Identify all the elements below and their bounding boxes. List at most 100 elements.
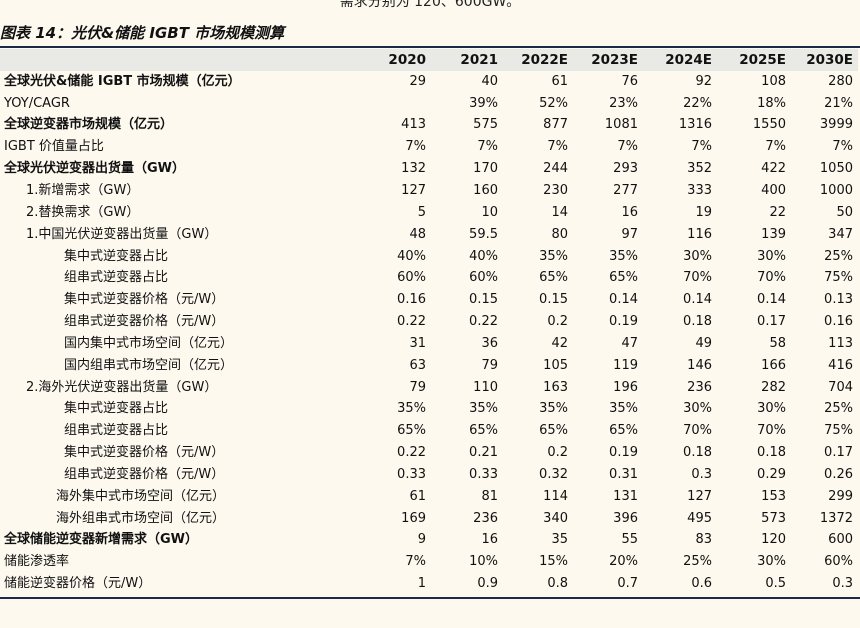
value-cell: 75%: [824, 270, 853, 286]
row-label: 全球光伏&储能 IGBT 市场规模（亿元）: [4, 73, 241, 89]
value-cell: 196: [613, 379, 638, 395]
table-row: 全球储能逆变器新增需求（GW） 9 16 35 55 83 120 600: [0, 530, 858, 552]
value-cell: 110: [473, 379, 498, 395]
value-cell: 9: [417, 532, 426, 548]
value-cell: 139: [761, 226, 786, 242]
value-cell: 65%: [609, 423, 638, 439]
table-row: 2.替换需求（GW） 5 10 14 16 19 22 50: [0, 202, 858, 224]
value-cell: 166: [761, 357, 786, 373]
table-row: 集中式逆变器价格（元/W） 0.22 0.21 0.2 0.19 0.18 0.18 0.17: [0, 442, 858, 464]
table-row: 组串式逆变器价格（元/W） 0.22 0.22 0.2 0.19 0.18 0.17 0.16: [0, 311, 858, 333]
value-cell: 0.14: [683, 292, 712, 308]
value-cell: 244: [543, 161, 568, 177]
row-label: 全球储能逆变器新增需求（GW）: [4, 532, 199, 548]
value-cell: 0.8: [547, 576, 568, 592]
value-cell: 61: [409, 488, 426, 504]
value-cell: 16: [621, 204, 638, 220]
value-cell: 0.33: [397, 466, 426, 482]
value-cell: 1000: [819, 182, 853, 198]
value-cell: 127: [401, 182, 426, 198]
table-row: 全球逆变器市场规模（亿元） 413 575 877 1081 1316 1550 3999: [0, 115, 858, 137]
value-cell: 59.5: [469, 226, 498, 242]
value-cell: 119: [613, 357, 638, 373]
row-label: 国内集中式市场空间（亿元）: [64, 335, 234, 351]
value-cell: 0.2: [547, 314, 568, 330]
value-cell: 60%: [397, 270, 426, 286]
value-cell: 0.32: [539, 466, 568, 482]
table-row: 1.中国光伏逆变器出货量（GW） 48 59.5 80 97 116 139 347: [0, 224, 858, 246]
table-row: 1.新增需求（GW） 127 160 230 277 333 400 1000: [0, 180, 858, 202]
value-cell: 0.17: [824, 445, 853, 461]
value-cell: 5: [417, 204, 426, 220]
value-cell: 400: [761, 182, 786, 198]
table-bottom-divider: [0, 597, 860, 599]
value-cell: 114: [543, 488, 568, 504]
value-cell: 0.33: [469, 466, 498, 482]
value-cell: 0.22: [397, 445, 426, 461]
value-cell: 7%: [765, 139, 786, 155]
value-cell: 0.18: [683, 314, 712, 330]
value-cell: 63: [409, 357, 426, 373]
table-row: 2.海外光伏逆变器出货量（GW） 79 110 163 196 236 282 704: [0, 377, 858, 399]
value-cell: 25%: [824, 248, 853, 264]
row-label: 集中式逆变器占比: [64, 401, 169, 417]
value-cell: 0.3: [691, 466, 712, 482]
table-row: 组串式逆变器占比 60% 60% 65% 65% 70% 70% 75%: [0, 267, 858, 289]
value-cell: 19: [695, 204, 712, 220]
value-cell: 7%: [691, 139, 712, 155]
value-cell: 76: [621, 73, 638, 89]
value-cell: 127: [687, 488, 712, 504]
table-caption: 图表 14：光伏&储能 IGBT 市场规模测算: [0, 24, 285, 42]
value-cell: 0.16: [824, 314, 853, 330]
value-cell: 49: [695, 335, 712, 351]
value-cell: 39%: [469, 95, 498, 111]
value-cell: 704: [828, 379, 853, 395]
value-cell: 230: [543, 182, 568, 198]
value-cell: 1316: [678, 117, 712, 133]
value-cell: 413: [401, 117, 426, 133]
value-cell: 52%: [539, 95, 568, 111]
value-cell: 18%: [757, 95, 786, 111]
row-label: 组串式逆变器占比: [64, 270, 169, 286]
table-row: 组串式逆变器价格（元/W） 0.33 0.33 0.32 0.31 0.3 0.29 0.26: [0, 464, 858, 486]
header-cell-year: 2023E: [591, 51, 638, 68]
value-cell: 25%: [824, 401, 853, 417]
caption-divider: [0, 46, 860, 48]
value-cell: 30%: [683, 401, 712, 417]
value-cell: 42: [551, 335, 568, 351]
value-cell: 0.21: [469, 445, 498, 461]
table-row: 集中式逆变器占比 35% 35% 35% 35% 30% 30% 25%: [0, 399, 858, 421]
value-cell: 0.18: [757, 445, 786, 461]
table-row: 全球光伏&储能 IGBT 市场规模（亿元） 29 40 61 76 92 108 280: [0, 71, 858, 93]
table-row: 集中式逆变器占比 40% 40% 35% 35% 30% 30% 25%: [0, 246, 858, 268]
value-cell: 163: [543, 379, 568, 395]
row-label: IGBT 价值量占比: [4, 139, 104, 155]
row-label: 组串式逆变器价格（元/W）: [64, 466, 225, 482]
value-cell: 105: [543, 357, 568, 373]
value-cell: 0.5: [765, 576, 786, 592]
value-cell: 20%: [609, 554, 638, 570]
value-cell: 40%: [397, 248, 426, 264]
value-cell: 236: [687, 379, 712, 395]
row-label: 组串式逆变器价格（元/W）: [64, 314, 225, 330]
value-cell: 70%: [683, 270, 712, 286]
value-cell: 40: [481, 73, 498, 89]
value-cell: 146: [687, 357, 712, 373]
value-cell: 35%: [609, 248, 638, 264]
value-cell: 30%: [757, 401, 786, 417]
row-label: 2.替换需求（GW）: [26, 204, 140, 220]
table-row: 海外集中式市场空间（亿元） 61 81 114 131 127 153 299: [0, 486, 858, 508]
value-cell: 10%: [469, 554, 498, 570]
row-label: 组串式逆变器占比: [64, 423, 169, 439]
value-cell: 170: [473, 161, 498, 177]
row-label: 集中式逆变器价格（元/W）: [64, 445, 225, 461]
value-cell: 7%: [832, 139, 853, 155]
value-cell: 293: [613, 161, 638, 177]
value-cell: 92: [695, 73, 712, 89]
table-row: 国内集中式市场空间（亿元） 31 36 42 47 49 58 113: [0, 333, 858, 355]
igbt-market-table: 2020 2021 2022E 2023E 2024E 2025E 2030E …: [0, 49, 858, 595]
value-cell: 15%: [539, 554, 568, 570]
value-cell: 352: [687, 161, 712, 177]
value-cell: 30%: [757, 554, 786, 570]
header-cell-year: 2021: [460, 51, 498, 68]
